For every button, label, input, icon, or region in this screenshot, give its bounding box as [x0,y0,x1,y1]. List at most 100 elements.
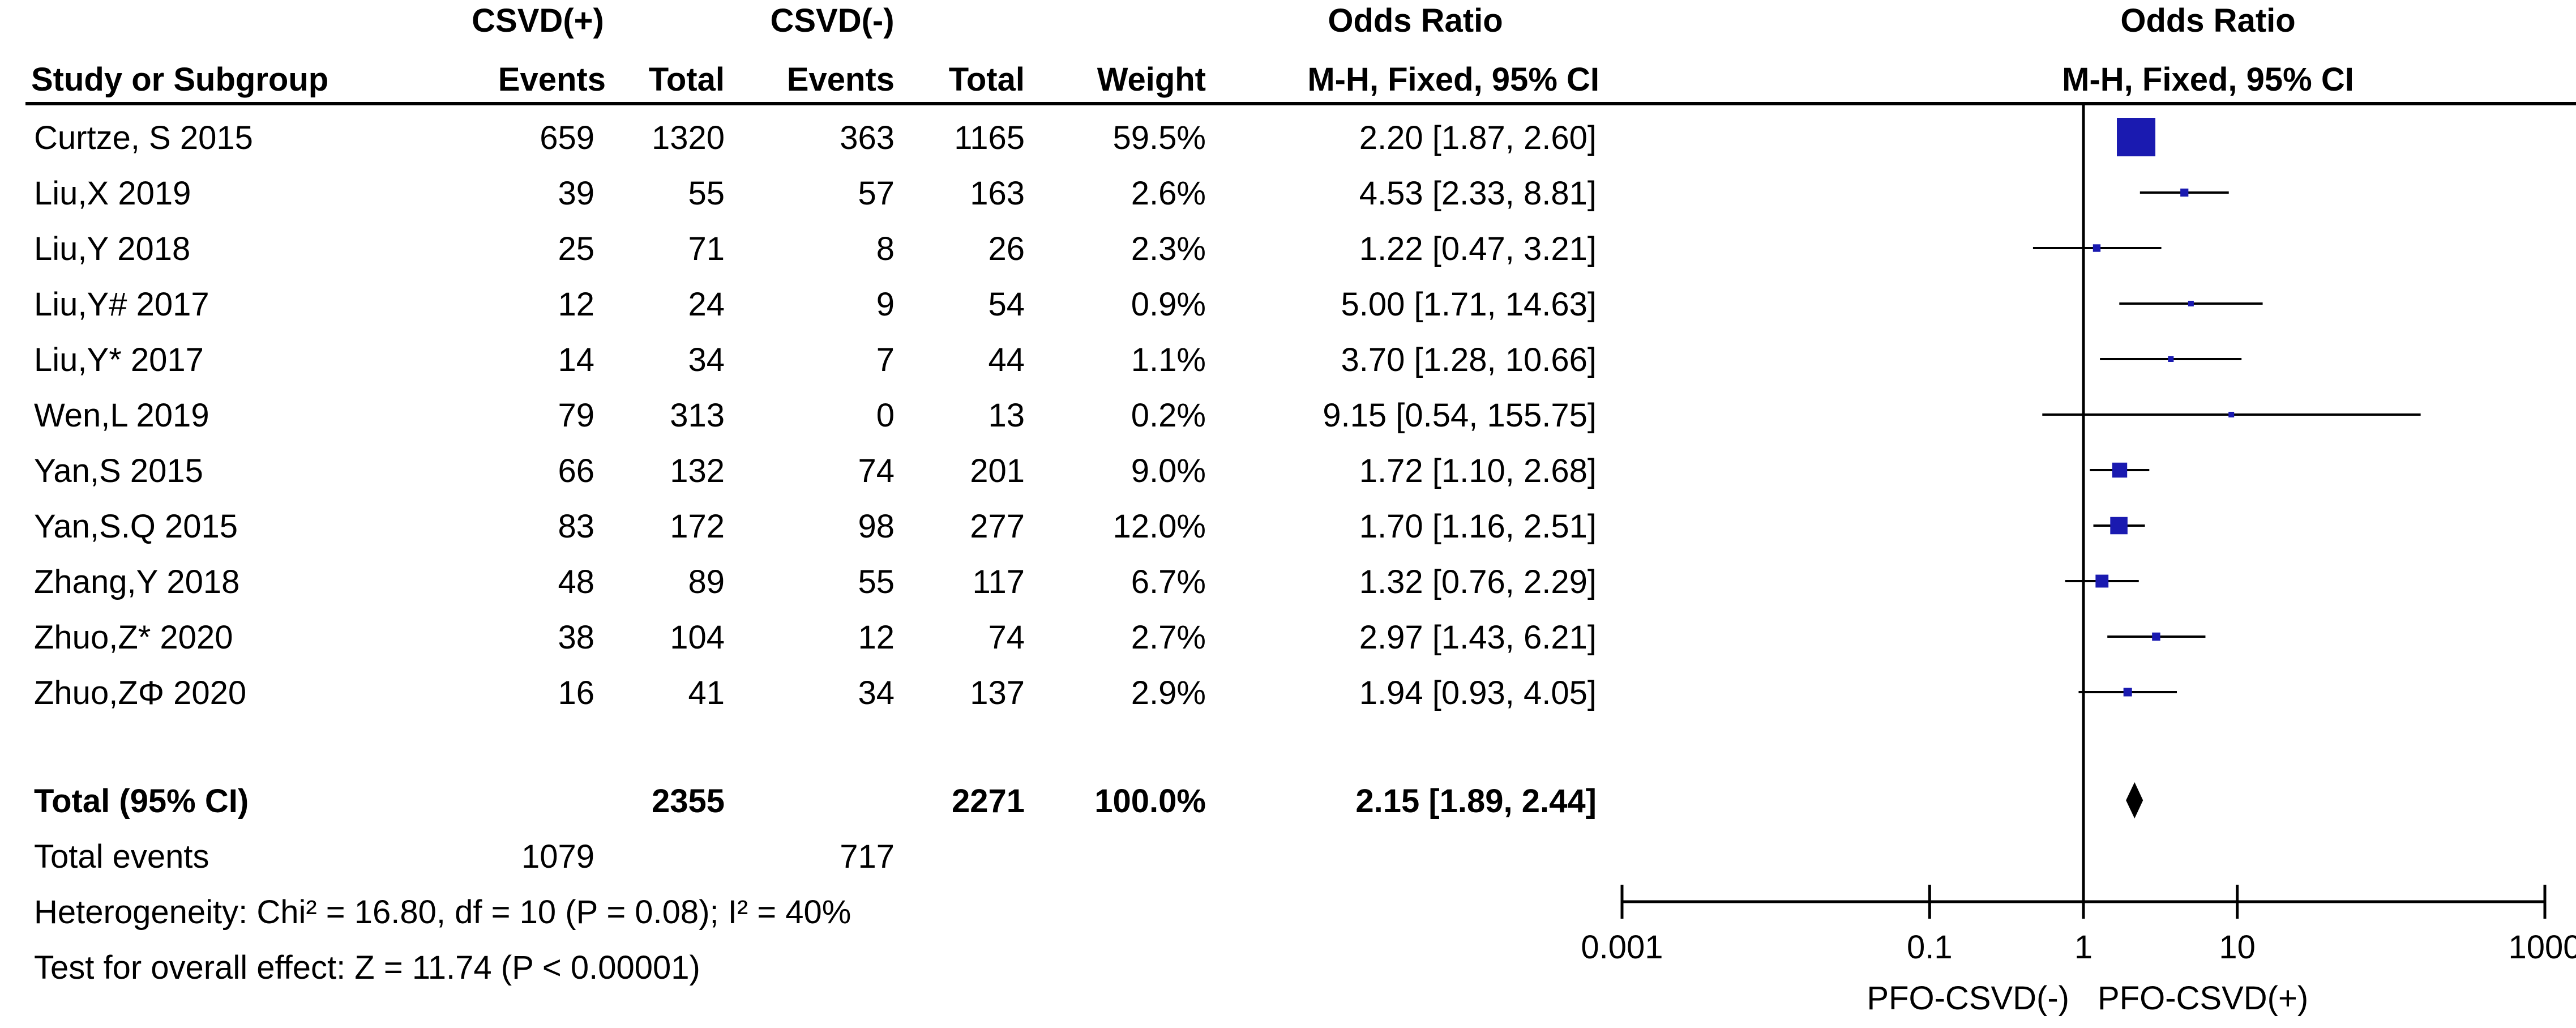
total2-cell: 54 [988,286,1025,323]
total1-cell: 89 [688,564,725,600]
events2-cell: 363 [840,120,895,156]
heterogeneity-text: Heterogeneity: Chi² = 16.80, df = 10 (P … [34,894,851,931]
ci-cell: 2.20 [1.87, 2.60] [1359,120,1597,156]
total2-cell: 117 [972,564,1025,600]
overall-effect-text: Test for overall effect: Z = 11.74 (P < … [34,949,700,986]
total1-cell: 24 [688,286,725,323]
events2-cell: 9 [876,286,895,323]
pooled-diamond [2126,782,2143,818]
effect-marker [2112,462,2128,478]
effect-marker [2123,688,2132,697]
total1-cell: 313 [670,397,725,434]
ci-cell: 1.94 [0.93, 4.05] [1359,675,1597,711]
weight-cell: 12.0% [1112,508,1206,545]
ci-cell: 2.97 [1.43, 6.21] [1359,619,1597,656]
total1-cell: 71 [688,231,725,267]
ci-cell: 1.32 [0.76, 2.29] [1359,564,1597,600]
ci-cell: 1.72 [1.10, 2.68] [1359,453,1597,489]
events1-cell: 48 [558,564,594,600]
total2-cell: 137 [970,675,1025,711]
study-name: Wen,L 2019 [34,397,209,434]
events1-cell: 12 [558,286,594,323]
events2-cell: 98 [858,508,895,545]
ci-cell: 3.70 [1.28, 10.66] [1341,342,1597,378]
total2-column-header: Total [948,61,1025,98]
events1-cell: 659 [540,120,594,156]
events1-cell: 66 [558,453,594,489]
effect-marker [2152,632,2160,641]
events1-cell: 25 [558,231,594,267]
odds-ratio-table-header: Odds Ratio [1328,2,1503,39]
study-name: Zhuo,Z* 2020 [34,619,233,656]
total2-cell: 44 [988,342,1025,378]
effect-marker [2168,356,2174,362]
weight-cell: 1.1% [1131,342,1206,378]
events2-cell: 74 [858,453,895,489]
weight-column-header: Weight [1097,61,1206,98]
header-rule [25,102,2576,105]
events2-cell: 7 [876,342,895,378]
effect-marker [2117,118,2156,156]
total-label: Total (95% CI) [34,783,249,820]
odds-ratio-plot-header: Odds Ratio [2120,2,2296,39]
weight-cell: 0.9% [1131,286,1206,323]
study-name: Liu,Y# 2017 [34,286,209,323]
ci-cell: 1.70 [1.16, 2.51] [1359,508,1597,545]
total1-cell: 1320 [651,120,725,156]
events2-cell: 8 [876,231,895,267]
effect-marker [2093,244,2101,252]
total2-cell: 2271 [951,783,1025,820]
events2-cell: 0 [876,397,895,434]
study-name: Curtze, S 2015 [34,120,253,156]
study-name: Zhuo,ZΦ 2020 [34,675,247,711]
events1-cell: 83 [558,508,594,545]
study-name: Yan,S.Q 2015 [34,508,238,545]
effect-marker [2110,517,2128,535]
total1-cell: 2355 [651,783,725,820]
effect-marker [2180,188,2189,197]
method-plot-header: M-H, Fixed, 95% CI [2062,61,2354,98]
total2-cell: 13 [988,397,1025,434]
total1-cell: 41 [688,675,725,711]
study-name: Liu,X 2019 [34,175,191,212]
weight-cell: 2.7% [1131,619,1206,656]
group1-header: CSVD(+) [472,2,604,39]
events2-cell: 55 [858,564,895,600]
total2-cell: 277 [970,508,1025,545]
x-tick-label: 0.1 [1907,929,1953,966]
weight-cell: 2.3% [1131,231,1206,267]
study-name: Liu,Y* 2017 [34,342,204,378]
ci-cell: 4.53 [2.33, 8.81] [1359,175,1597,212]
total1-cell: 55 [688,175,725,212]
weight-cell: 59.5% [1112,120,1206,156]
total-weight-cell: 100.0% [1094,783,1206,820]
total2-cell: 163 [970,175,1025,212]
total-events2-cell: 717 [840,838,895,875]
events1-cell: 14 [558,342,594,378]
total-events-label: Total events [34,838,209,875]
events2-cell: 12 [858,619,895,656]
x-tick-label: 1000 [2508,929,2576,966]
weight-cell: 2.6% [1131,175,1206,212]
total1-cell: 172 [670,508,725,545]
total-ci-cell: 2.15 [1.89, 2.44] [1355,783,1597,820]
study-name: Yan,S 2015 [34,453,203,489]
events1-column-header: Events [498,61,606,98]
weight-cell: 0.2% [1131,397,1206,434]
total2-cell: 74 [988,619,1025,656]
effect-marker [2095,574,2109,588]
study-column-header: Study or Subgroup [31,61,329,98]
events2-cell: 34 [858,675,895,711]
x-tick-label: 10 [2219,929,2256,966]
favours-left-label: PFO-CSVD(-) [1867,980,2069,1017]
events1-cell: 39 [558,175,594,212]
ci-cell: 1.22 [0.47, 3.21] [1359,231,1597,267]
events2-column-header: Events [786,61,895,98]
ci-cell: 5.00 [1.71, 14.63] [1341,286,1597,323]
total1-cell: 34 [688,342,725,378]
events2-cell: 57 [858,175,895,212]
group2-header: CSVD(-) [770,2,895,39]
study-name: Zhang,Y 2018 [34,564,240,600]
total2-cell: 201 [970,453,1025,489]
